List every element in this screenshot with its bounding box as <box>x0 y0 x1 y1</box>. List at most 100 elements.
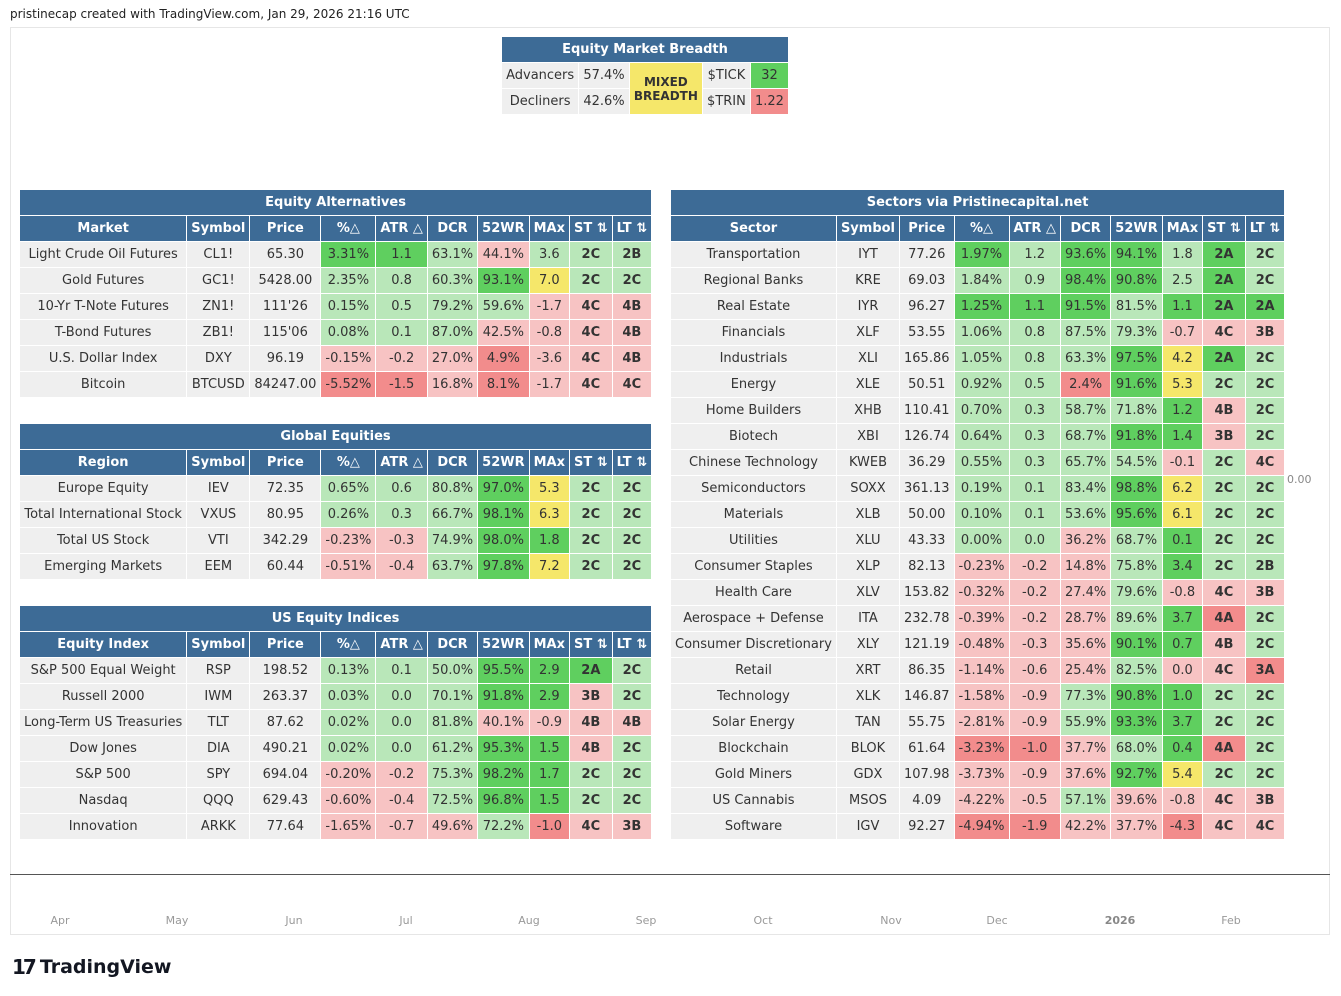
tradingview-logo-icon: 17 <box>12 955 37 979</box>
cell-st: 2C <box>569 553 613 580</box>
cell-atr: 0.3 <box>1008 423 1061 450</box>
cell-lt: 2C <box>1244 267 1286 294</box>
column-header[interactable]: DCR <box>1059 215 1112 242</box>
column-header[interactable]: Symbol <box>186 215 251 242</box>
cell-symbol: ITA <box>835 605 901 632</box>
cell-symbol: KWEB <box>835 449 901 476</box>
cell-atr: 1.2 <box>1008 241 1061 268</box>
cell-dcr: 37.7% <box>1059 735 1112 762</box>
column-header[interactable]: %△ <box>953 215 1010 242</box>
cell-name: Transportation <box>670 241 837 268</box>
column-header[interactable]: Price <box>899 215 955 242</box>
table-row: Russell 2000 IWM 263.37 0.03% 0.0 70.1% 91.8% 2… <box>18 683 653 710</box>
table-row: Bitcoin BTCUSD 84247.00 -5.52% -1.5 16.8% 8.1%… <box>18 371 653 398</box>
cell-max: 3.6 <box>528 241 571 268</box>
column-header[interactable]: Sector <box>670 215 837 242</box>
column-header[interactable]: Price <box>249 449 322 476</box>
column-header[interactable]: ST ⇅ <box>569 631 613 658</box>
cell-price: 72.35 <box>249 475 322 502</box>
cell-wr: 44.1% <box>477 241 530 268</box>
cell-st: 4C <box>569 813 613 840</box>
cell-lt: 2C <box>1244 475 1286 502</box>
cell-max: 3.7 <box>1161 709 1204 736</box>
column-header[interactable]: LT ⇅ <box>611 631 653 658</box>
column-header[interactable]: ATR △ <box>375 215 428 242</box>
column-header[interactable]: Price <box>249 215 322 242</box>
cell-st: 3B <box>569 683 613 710</box>
time-axis-label: Dec <box>986 914 1008 927</box>
cell-symbol: ARKK <box>186 813 251 840</box>
column-header[interactable]: Symbol <box>186 449 251 476</box>
cell-st: 4A <box>1202 735 1246 762</box>
section-title-row: Sectors via Pristinecapital.net <box>669 189 1286 216</box>
column-header[interactable]: DCR <box>426 631 479 658</box>
column-header[interactable]: MAx <box>1161 215 1204 242</box>
column-header[interactable]: Symbol <box>835 215 901 242</box>
cell-max: 5.4 <box>1161 761 1204 788</box>
column-header[interactable]: 52WR <box>477 631 530 658</box>
column-header[interactable]: MAx <box>528 631 571 658</box>
cell-name: T-Bond Futures <box>18 319 188 346</box>
cell-wr: 97.8% <box>477 553 530 580</box>
cell-pct: 0.26% <box>320 501 377 528</box>
column-header[interactable]: ATR △ <box>1008 215 1061 242</box>
section-title: Sectors via Pristinecapital.net <box>669 189 1286 216</box>
column-header[interactable]: %△ <box>320 215 377 242</box>
column-header[interactable]: ATR △ <box>375 449 428 476</box>
cell-pct: 0.08% <box>320 319 377 346</box>
cell-lt: 4B <box>611 319 653 346</box>
column-header[interactable]: Market <box>18 215 188 242</box>
cell-wr: 89.6% <box>1110 605 1163 632</box>
column-header[interactable]: ST ⇅ <box>569 215 613 242</box>
cell-dcr: 35.6% <box>1059 631 1112 658</box>
chart-pane[interactable] <box>10 27 1330 935</box>
column-header[interactable]: LT ⇅ <box>611 449 653 476</box>
time-axis-label: Apr <box>50 914 70 927</box>
table-row: Blockchain BLOK 61.64 -3.23% -1.0 37.7% 68.0% 0… <box>670 735 1286 762</box>
cell-dcr: 72.5% <box>426 787 479 814</box>
column-header[interactable]: 52WR <box>477 215 530 242</box>
cell-price: 69.03 <box>899 267 955 294</box>
cell-pct: 2.35% <box>320 267 377 294</box>
cell-price: 55.75 <box>899 709 955 736</box>
cell-st: 2C <box>1202 371 1246 398</box>
tradingview-logo[interactable]: 17 TradingView <box>12 955 171 979</box>
column-header[interactable]: 52WR <box>1110 215 1163 242</box>
cell-pct: 0.00% <box>953 527 1010 554</box>
cell-wr: 96.8% <box>477 787 530 814</box>
cell-wr: 68.0% <box>1110 735 1163 762</box>
column-header[interactable]: ST ⇅ <box>569 449 613 476</box>
time-axis-label: 2026 <box>1104 914 1136 927</box>
cell-lt: 2C <box>1244 241 1286 268</box>
column-header[interactable]: DCR <box>426 215 479 242</box>
column-header[interactable]: Price <box>249 631 322 658</box>
section-title: Equity Alternatives <box>18 189 653 216</box>
table-row: Regional Banks KRE 69.03 1.84% 0.9 98.4% 90.8%… <box>670 267 1286 294</box>
cell-atr: 0.8 <box>1008 319 1061 346</box>
column-header[interactable]: Symbol <box>186 631 251 658</box>
column-header[interactable]: LT ⇅ <box>611 215 653 242</box>
table-row: Gold Miners GDX 107.98 -3.73% -0.9 37.6% 92.7%… <box>670 761 1286 788</box>
cell-name: Real Estate <box>670 293 837 320</box>
time-axis-label: Sep <box>635 914 657 927</box>
tradingview-logo-text: TradingView <box>39 956 172 978</box>
column-header[interactable]: ST ⇅ <box>1202 215 1246 242</box>
column-header[interactable]: ATR △ <box>375 631 428 658</box>
column-header[interactable]: LT ⇅ <box>1244 215 1286 242</box>
cell-wr: 90.1% <box>1110 631 1163 658</box>
cell-dcr: 14.8% <box>1059 553 1112 580</box>
column-header[interactable]: MAx <box>528 449 571 476</box>
cell-price: 87.62 <box>249 709 322 736</box>
cell-max: -1.0 <box>528 813 571 840</box>
cell-dcr: 93.6% <box>1059 241 1112 268</box>
column-header[interactable]: %△ <box>320 631 377 658</box>
column-header[interactable]: Region <box>18 449 188 476</box>
column-header[interactable]: %△ <box>320 449 377 476</box>
cell-dcr: 61.2% <box>426 735 479 762</box>
column-header[interactable]: DCR <box>426 449 479 476</box>
cell-max: -0.8 <box>1161 579 1204 606</box>
column-header[interactable]: 52WR <box>477 449 530 476</box>
column-header[interactable]: Equity Index <box>18 631 188 658</box>
cell-dcr: 27.4% <box>1059 579 1112 606</box>
column-header[interactable]: MAx <box>528 215 571 242</box>
